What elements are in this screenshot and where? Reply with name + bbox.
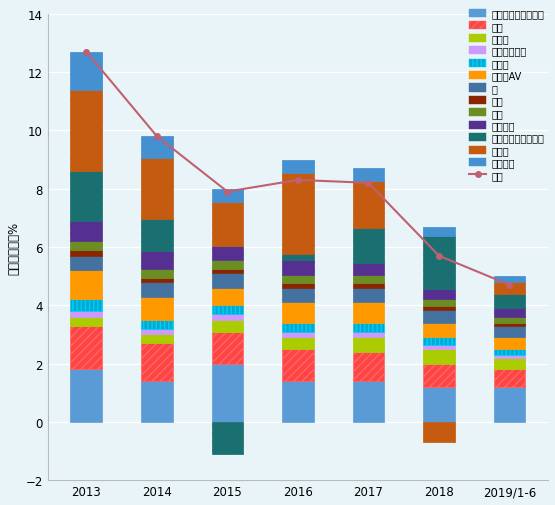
Legend: 食品、飲料、タバコ, 衣料, 化粧品, アクセサリー, 日用品, 家電・AV, 薬, 文具, 家具, 通信機器, 石油およびその製品, 自動車, 建築材料, 合: 食品、飲料、タバコ, 衣料, 化粧品, アクセサリー, 日用品, 家電・AV, … <box>465 6 548 184</box>
Bar <box>282 288 314 303</box>
Bar <box>282 275 314 284</box>
Bar <box>352 229 384 264</box>
Bar <box>423 299 455 307</box>
Bar <box>352 264 384 275</box>
Bar <box>493 294 526 309</box>
Bar <box>352 275 384 284</box>
Bar <box>352 284 384 288</box>
Bar <box>493 387 526 422</box>
Bar <box>211 306 243 315</box>
Bar <box>423 237 455 289</box>
Bar <box>493 358 526 370</box>
Bar <box>211 315 243 320</box>
Bar <box>211 332 243 364</box>
Bar <box>141 381 173 422</box>
Bar <box>211 203 243 246</box>
Bar <box>493 323 526 326</box>
Bar <box>70 242 102 250</box>
Bar <box>423 387 455 422</box>
Bar <box>352 352 384 381</box>
Bar <box>423 349 455 364</box>
Bar <box>282 284 314 288</box>
Bar <box>70 250 102 256</box>
Bar <box>493 277 526 282</box>
Bar <box>282 173 314 255</box>
Bar <box>141 329 173 335</box>
Bar <box>211 422 243 454</box>
Bar <box>282 261 314 275</box>
Bar <box>423 338 455 345</box>
Bar <box>141 269 173 278</box>
Bar <box>423 364 455 387</box>
Y-axis label: 前年同期比、%: 前年同期比、% <box>7 221 20 274</box>
Bar <box>211 269 243 274</box>
Bar <box>70 256 102 271</box>
Bar <box>423 422 455 442</box>
Bar <box>141 297 173 320</box>
Bar <box>70 271 102 300</box>
Bar <box>70 312 102 317</box>
Bar <box>70 172 102 221</box>
Bar <box>70 326 102 370</box>
Bar <box>141 159 173 220</box>
Bar <box>70 221 102 242</box>
Bar <box>493 338 526 349</box>
Bar <box>423 228 455 237</box>
Bar <box>282 303 314 323</box>
Bar <box>423 323 455 338</box>
Bar <box>282 323 314 332</box>
Bar <box>141 343 173 381</box>
Bar <box>352 332 384 338</box>
Bar <box>211 274 243 288</box>
Bar <box>493 326 526 338</box>
Bar <box>211 261 243 269</box>
Bar <box>211 320 243 332</box>
Bar <box>352 182 384 229</box>
Bar <box>282 349 314 381</box>
Bar <box>493 309 526 317</box>
Bar <box>211 364 243 422</box>
Bar <box>141 137 173 159</box>
Bar <box>493 317 526 323</box>
Bar <box>493 349 526 355</box>
Bar <box>423 307 455 310</box>
Bar <box>70 300 102 312</box>
Bar <box>282 338 314 349</box>
Bar <box>70 53 102 90</box>
Bar <box>493 282 526 294</box>
Bar <box>282 255 314 261</box>
Bar <box>141 282 173 297</box>
Bar <box>70 370 102 422</box>
Bar <box>352 323 384 332</box>
Bar <box>211 246 243 261</box>
Bar <box>352 288 384 303</box>
Bar <box>423 289 455 299</box>
Bar <box>352 169 384 182</box>
Bar <box>282 160 314 173</box>
Bar <box>141 252 173 269</box>
Bar <box>282 332 314 338</box>
Bar <box>211 288 243 306</box>
Bar <box>352 381 384 422</box>
Bar <box>493 355 526 358</box>
Bar <box>141 320 173 329</box>
Bar <box>493 370 526 387</box>
Bar <box>141 278 173 282</box>
Bar <box>70 317 102 326</box>
Bar <box>352 303 384 323</box>
Bar <box>282 381 314 422</box>
Bar <box>423 310 455 323</box>
Bar <box>141 220 173 252</box>
Bar <box>141 335 173 343</box>
Bar <box>423 345 455 349</box>
Bar <box>211 189 243 203</box>
Bar <box>70 90 102 172</box>
Bar <box>352 338 384 352</box>
